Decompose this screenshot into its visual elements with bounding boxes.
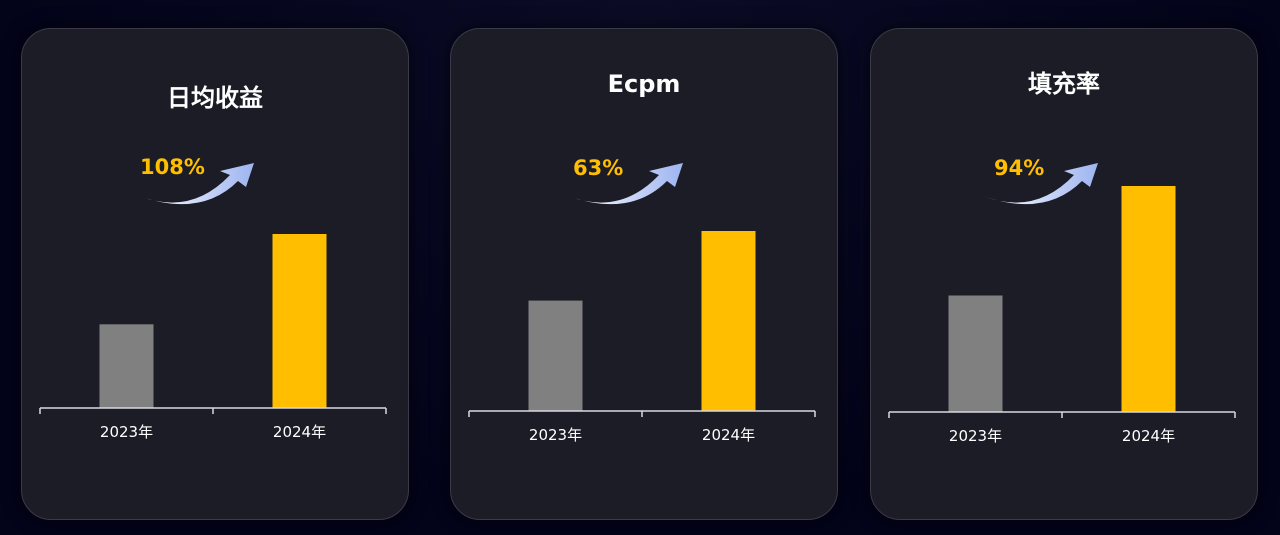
chart-card-ecpm: Ecpm 63% 2023年 2024年 bbox=[450, 28, 838, 520]
curved-up-arrow-icon bbox=[986, 163, 1098, 205]
x-tick-label: 2023年 bbox=[100, 423, 153, 441]
chart-title: Ecpm bbox=[607, 70, 681, 98]
x-tick-label: 2024年 bbox=[1122, 427, 1175, 445]
growth-percent-label: 108% bbox=[140, 155, 205, 179]
bar-1 bbox=[701, 231, 756, 411]
bar-0 bbox=[99, 324, 154, 408]
curved-up-arrow-icon bbox=[142, 163, 254, 205]
chart-title: 日均收益 bbox=[167, 84, 263, 112]
bar-chart-svg: 2023年 2024年 bbox=[468, 163, 816, 444]
bar-1 bbox=[272, 234, 327, 408]
bar-1 bbox=[1121, 186, 1176, 412]
bar-chart-svg: 2023年 2024年 bbox=[888, 163, 1236, 445]
x-tick-label: 2024年 bbox=[273, 423, 326, 441]
bar-0 bbox=[948, 295, 1003, 412]
x-tick-label: 2023年 bbox=[949, 427, 1002, 445]
chart-title: 填充率 bbox=[1028, 70, 1100, 98]
x-tick-label: 2023年 bbox=[529, 426, 582, 444]
bar-0 bbox=[528, 300, 583, 411]
chart-card-daily-revenue: 日均收益 108% 2023年 2024年 bbox=[21, 28, 409, 520]
curved-up-arrow-icon bbox=[571, 163, 683, 205]
chart-card-fill-rate: 填充率 94% 2023年 2024年 bbox=[870, 28, 1258, 520]
growth-percent-label: 94% bbox=[994, 156, 1045, 180]
bar-chart-svg: 2023年 2024年 bbox=[39, 163, 387, 441]
x-tick-label: 2024年 bbox=[702, 426, 755, 444]
growth-percent-label: 63% bbox=[573, 156, 624, 180]
